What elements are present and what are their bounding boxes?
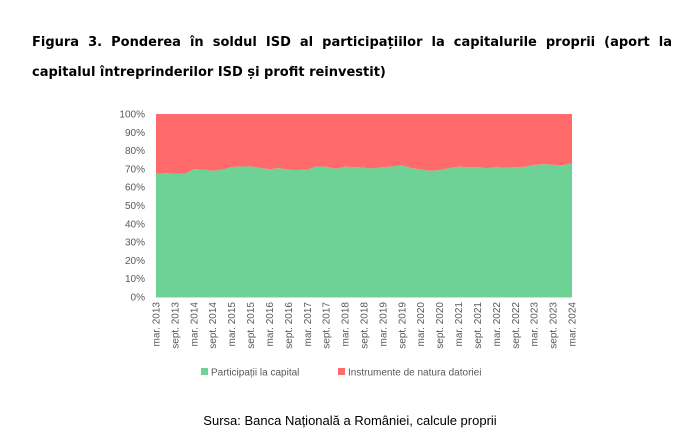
x-tick-label: mar. 2020: [416, 302, 427, 347]
x-tick-label: mar. 2017: [303, 302, 314, 347]
x-tick-label: mar. 2019: [378, 302, 389, 347]
y-tick-label: 30%: [125, 238, 145, 249]
x-tick-label: sept. 2023: [549, 302, 560, 349]
legend: Participații la capital Instrumente de na…: [201, 368, 481, 379]
x-tick-label: sept. 2018: [360, 302, 371, 349]
y-tick-label: 60%: [125, 183, 145, 194]
area-series-2: [156, 114, 572, 175]
x-tick-label: sept. 2014: [208, 302, 219, 349]
x-tick-label: sept. 2013: [170, 302, 181, 349]
x-tick-label: mar. 2013: [152, 302, 163, 347]
x-tick-label: mar. 2014: [189, 302, 200, 347]
legend-label: Instrumente de natura datoriei: [348, 368, 481, 379]
x-tick-label: sept. 2020: [435, 302, 446, 349]
x-tick-label: mar. 2015: [227, 302, 238, 347]
y-axis: 0% 10% 20% 30% 40% 50% 60% 70% 80% 90% 100%: [119, 110, 145, 304]
y-tick-label: 20%: [125, 256, 145, 267]
source-note: Sursa: Banca Națională a României, calcu…: [203, 413, 497, 428]
y-tick-label: 70%: [125, 164, 145, 175]
plot-areas: [156, 114, 572, 297]
y-tick-label: 40%: [125, 219, 145, 230]
x-tick-label: mar. 2021: [454, 302, 465, 347]
x-tick-label: mar. 2024: [568, 302, 579, 347]
x-tick-label: mar. 2022: [492, 302, 503, 347]
y-tick-label: 80%: [125, 146, 145, 157]
legend-label: Participații la capital: [211, 368, 299, 379]
x-tick-label: mar. 2018: [341, 302, 352, 347]
y-tick-label: 50%: [125, 201, 145, 212]
legend-swatch: [338, 368, 345, 375]
y-tick-label: 0%: [131, 293, 146, 304]
x-tick-label: sept. 2016: [284, 302, 295, 349]
x-axis: mar. 2013 sept. 2013 mar. 2014 sept. 2014 ma…: [152, 297, 579, 349]
y-tick-label: 90%: [125, 128, 145, 139]
x-tick-label: sept. 2015: [246, 302, 257, 349]
x-tick-label: sept. 2017: [322, 302, 333, 349]
x-tick-label: mar. 2023: [530, 302, 541, 347]
x-tick-label: sept. 2021: [473, 302, 484, 349]
y-tick-label: 100%: [119, 110, 145, 121]
area-series-1: [156, 163, 572, 297]
figure-title: Figura 3. Ponderea în soldul ISD al part…: [32, 35, 672, 80]
x-tick-label: sept. 2019: [397, 302, 408, 349]
x-tick-label: sept. 2022: [511, 302, 522, 349]
x-tick-label: mar. 2016: [265, 302, 276, 347]
y-tick-label: 10%: [125, 274, 145, 285]
legend-swatch: [201, 368, 208, 375]
